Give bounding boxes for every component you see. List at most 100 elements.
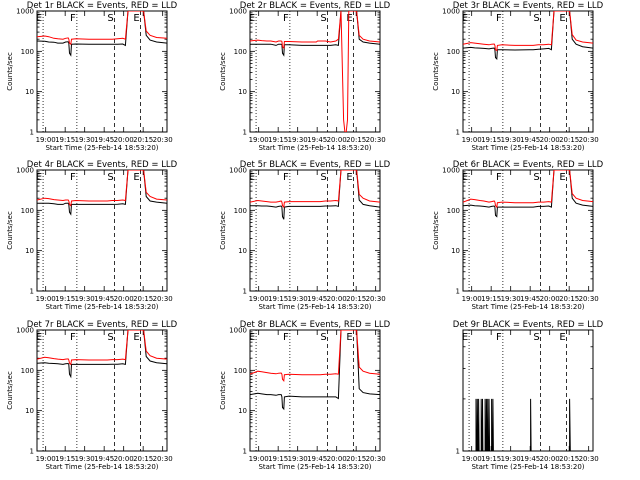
plot-frame bbox=[249, 10, 381, 133]
event-marker-label: E bbox=[36, 332, 42, 343]
plot-frame bbox=[36, 329, 168, 452]
x-tick-label: 20:30 bbox=[579, 136, 599, 144]
x-tick-label: 19:30 bbox=[501, 136, 521, 144]
x-tick-label: 19:45 bbox=[520, 455, 540, 463]
event-marker-label: E bbox=[36, 13, 42, 24]
series-line-events bbox=[250, 330, 380, 411]
event-marker-label: E bbox=[462, 172, 468, 183]
x-tick-label: 19:00 bbox=[249, 295, 269, 303]
y-tick-label: 100 bbox=[447, 48, 460, 56]
panel-title: Det 2r BLACK = Events, RED = LLD bbox=[240, 1, 391, 11]
y-tick-label: 10 bbox=[451, 88, 460, 96]
x-axis-label: Start Time (25-Feb-14 18:53:20) bbox=[258, 463, 371, 471]
y-tick-label: 100 bbox=[234, 207, 247, 215]
panel-det-6: Det 6r BLACK = Events, RED = LLD 1 10 100 10… bbox=[432, 160, 604, 311]
event-marker-label: F bbox=[283, 13, 289, 24]
event-marker-label: S bbox=[533, 13, 539, 24]
x-tick-label: 19:30 bbox=[288, 295, 308, 303]
event-marker-label: E bbox=[559, 332, 565, 343]
x-tick-label: 19:15 bbox=[268, 136, 288, 144]
x-tick-label: 20:00 bbox=[114, 295, 134, 303]
y-tick-label: 100 bbox=[447, 207, 460, 215]
event-marker-label: E bbox=[346, 172, 352, 183]
x-tick-label: 20:30 bbox=[153, 455, 173, 463]
x-tick-label: 20:30 bbox=[153, 136, 173, 144]
panel-det-7: Det 7r BLACK = Events, RED = LLD 1 10 100 10… bbox=[6, 320, 178, 471]
series-line-lld bbox=[463, 11, 593, 52]
x-tick-label: 19:45 bbox=[94, 295, 114, 303]
y-tick-label: 1000 bbox=[229, 327, 247, 335]
y-axis-label: Counts/sec bbox=[219, 52, 227, 91]
x-tick-label: 19:45 bbox=[94, 455, 114, 463]
plot-frame bbox=[36, 169, 168, 292]
y-tick-label: 1000 bbox=[16, 327, 34, 335]
y-tick-label: 10 bbox=[238, 407, 247, 415]
x-tick-label: 20:15 bbox=[559, 295, 579, 303]
event-marker-label: F bbox=[70, 172, 76, 183]
x-tick-label: 20:15 bbox=[559, 136, 579, 144]
x-tick-label: 19:00 bbox=[462, 455, 482, 463]
panel-det-5: Det 5r BLACK = Events, RED = LLD 1 10 100 10… bbox=[219, 160, 391, 311]
y-tick-label: 1 bbox=[243, 129, 247, 137]
x-tick-label: 19:45 bbox=[307, 455, 327, 463]
event-marker-label: E bbox=[559, 172, 565, 183]
x-tick-label: 19:30 bbox=[501, 455, 521, 463]
panel-det-8: Det 8r BLACK = Events, RED = LLD 1 10 100 10… bbox=[219, 320, 391, 471]
x-tick-label: 19:15 bbox=[481, 455, 501, 463]
y-axis-label: Counts/sec bbox=[6, 371, 14, 410]
panel-title: Det 1r BLACK = Events, RED = LLD bbox=[27, 1, 178, 11]
x-tick-label: 20:15 bbox=[133, 455, 153, 463]
series-line-lld bbox=[37, 330, 167, 366]
series-line-events bbox=[463, 170, 593, 218]
series-line-events bbox=[250, 11, 380, 57]
x-tick-label: 20:00 bbox=[327, 455, 347, 463]
y-tick-label: 1 bbox=[30, 448, 34, 456]
y-tick-label: 100 bbox=[234, 48, 247, 56]
panel-title: Det 7r BLACK = Events, RED = LLD bbox=[27, 320, 178, 330]
x-tick-label: 19:00 bbox=[249, 136, 269, 144]
series-group bbox=[250, 11, 380, 132]
x-tick-label: 20:30 bbox=[366, 136, 386, 144]
x-tick-label: 20:00 bbox=[114, 455, 134, 463]
event-marker-label: S bbox=[533, 332, 539, 343]
x-tick-label: 19:30 bbox=[75, 136, 95, 144]
panel-title: Det 9r BLACK = Events, RED = LLD bbox=[453, 320, 604, 330]
x-tick-label: 19:15 bbox=[55, 455, 75, 463]
x-tick-label: 20:00 bbox=[327, 295, 347, 303]
y-tick-label: 100 bbox=[21, 48, 34, 56]
x-axis-label: Start Time (25-Feb-14 18:53:20) bbox=[45, 463, 158, 471]
x-tick-label: 20:00 bbox=[540, 136, 560, 144]
y-tick-label: 1000 bbox=[229, 8, 247, 16]
x-tick-label: 19:45 bbox=[307, 136, 327, 144]
x-tick-label: 20:00 bbox=[540, 295, 560, 303]
event-marker-label: F bbox=[70, 332, 76, 343]
y-axis-label: Counts/sec bbox=[6, 211, 14, 250]
y-tick-label: 1 bbox=[30, 129, 34, 137]
panel-title: Det 5r BLACK = Events, RED = LLD bbox=[240, 160, 391, 170]
x-tick-label: 19:30 bbox=[288, 455, 308, 463]
event-marker-label: F bbox=[283, 172, 289, 183]
event-marker-label: S bbox=[320, 172, 326, 183]
x-tick-label: 20:00 bbox=[540, 455, 560, 463]
plot-frame bbox=[36, 10, 168, 133]
x-tick-label: 20:30 bbox=[366, 455, 386, 463]
x-tick-label: 19:30 bbox=[288, 136, 308, 144]
x-axis-label: Start Time (25-Feb-14 18:53:20) bbox=[45, 303, 158, 311]
x-tick-label: 20:15 bbox=[346, 136, 366, 144]
x-tick-label: 19:15 bbox=[481, 136, 501, 144]
x-tick-label: 19:45 bbox=[520, 136, 540, 144]
series-group bbox=[37, 170, 167, 216]
y-tick-label: 1 bbox=[243, 448, 247, 456]
panel-det-4: Det 4r BLACK = Events, RED = LLD 1 10 100 10… bbox=[6, 160, 178, 311]
event-marker-label: E bbox=[36, 172, 42, 183]
event-marker-label: S bbox=[320, 13, 326, 24]
series-line-lld bbox=[37, 170, 167, 207]
panel-det-1: Det 1r BLACK = Events, RED = LLD 1 10 100 10… bbox=[6, 1, 178, 152]
x-tick-label: 19:15 bbox=[481, 295, 501, 303]
event-marker-label: E bbox=[133, 332, 139, 343]
x-tick-label: 19:00 bbox=[36, 455, 56, 463]
x-axis-label: Start Time (25-Feb-14 18:53:20) bbox=[471, 303, 584, 311]
y-tick-label: 1000 bbox=[16, 167, 34, 175]
